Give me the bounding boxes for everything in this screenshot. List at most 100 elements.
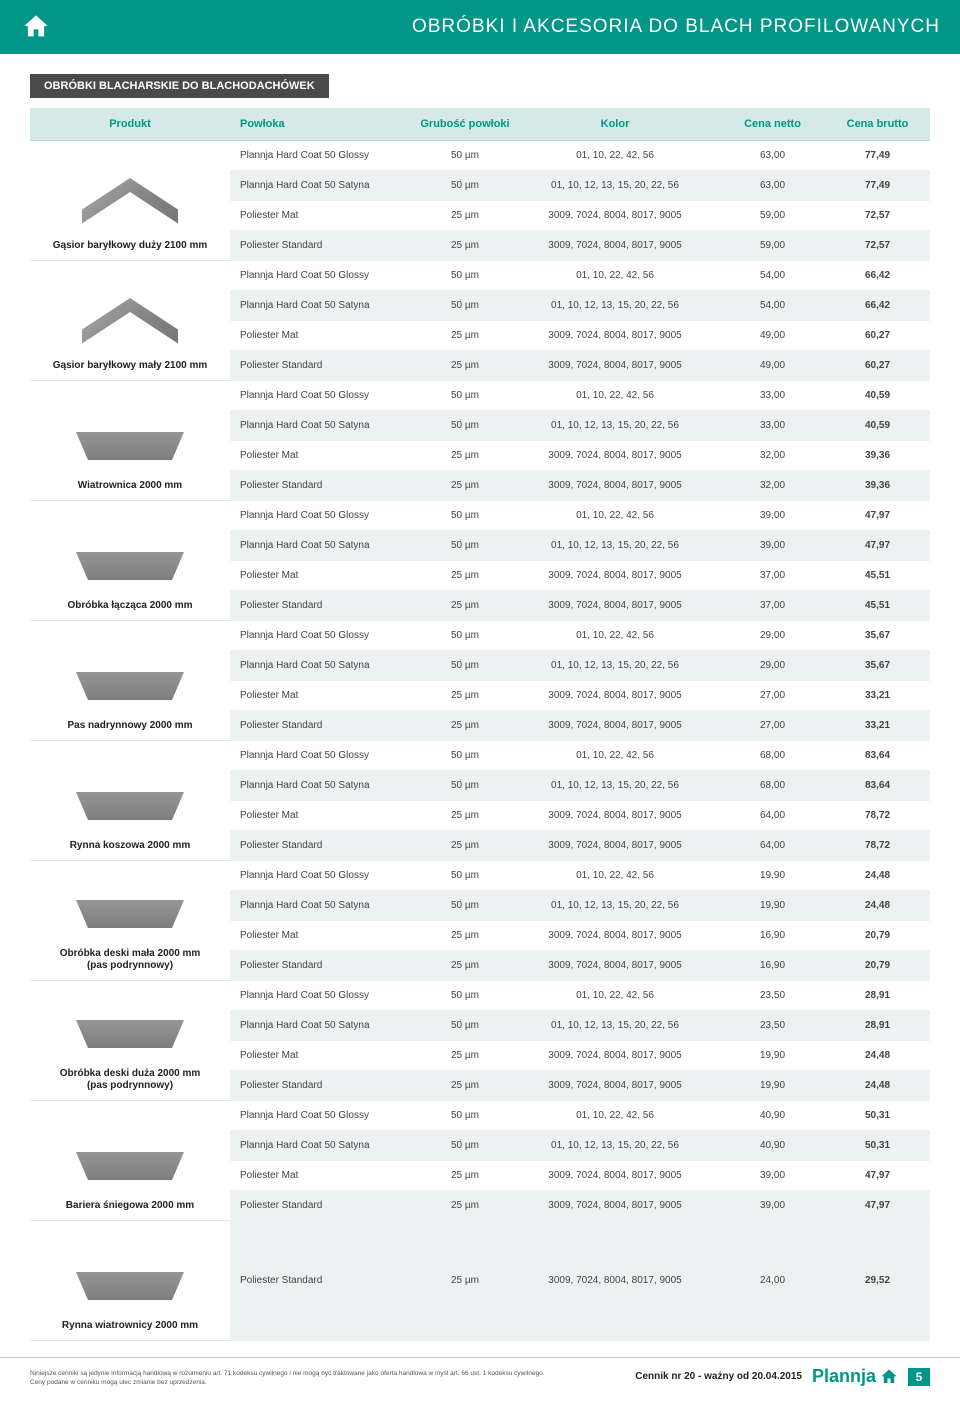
product-cell: Pas nadrynnowy 2000 mm [30,621,230,741]
cell-gross-price: 39,36 [825,450,930,461]
product-label: Wiatrownica 2000 mm [78,480,182,492]
variant-rows: Plannja Hard Coat 50 Glossy50 µm01, 10, … [230,381,930,501]
cell-gross-price: 50,31 [825,1140,930,1151]
cell-gross-price: 50,31 [825,1110,930,1121]
cell-thickness: 50 µm [420,660,510,671]
price-row: Plannja Hard Coat 50 Glossy50 µm01, 10, … [230,1101,930,1131]
variant-rows: Plannja Hard Coat 50 Glossy 50 µm01, 10, … [230,141,930,261]
cell-thickness: 50 µm [420,990,510,1001]
product-thumbnail [70,872,190,942]
cell-coating: Poliester Mat [230,930,420,941]
cell-colors: 01, 10, 12, 13, 15, 20, 22, 56 [510,420,720,431]
cell-coating: Plannja Hard Coat 50 Glossy [230,150,420,161]
cell-coating: Poliester Standard [230,360,420,371]
cell-net-price: 64,00 [720,810,825,821]
product-thumbnail [70,164,190,234]
brand-house-icon [880,1368,898,1386]
cell-thickness: 25 µm [420,240,510,251]
cell-colors: 01, 10, 12, 13, 15, 20, 22, 56 [510,180,720,191]
cell-thickness: 50 µm [420,540,510,551]
cell-thickness: 25 µm [420,1275,510,1286]
price-row: Poliester Mat25 µm3009, 7024, 8004, 8017… [230,801,930,831]
cell-gross-price: 29,52 [825,1275,930,1286]
cell-coating: Poliester Standard [230,480,420,491]
cell-coating: Plannja Hard Coat 50 Glossy [230,630,420,641]
price-row: Plannja Hard Coat 50 Satyna50 µm01, 10, … [230,411,930,441]
product-cell: Bariera śniegowa 2000 mm [30,1101,230,1221]
cell-gross-price: 45,51 [825,600,930,611]
cell-net-price: 39,00 [720,540,825,551]
cell-colors: 01, 10, 22, 42, 56 [510,630,720,641]
cell-coating: Poliester Mat [230,1050,420,1061]
cell-thickness: 50 µm [420,420,510,431]
price-row: Plannja Hard Coat 50 Satyna50 µm01, 10, … [230,291,930,321]
cell-net-price: 23,50 [720,1020,825,1031]
product-block: Bariera śniegowa 2000 mm Plannja Hard Coa… [30,1101,930,1221]
cell-colors: 3009, 7024, 8004, 8017, 9005 [510,240,720,251]
cell-thickness: 50 µm [420,270,510,281]
product-block: Pas nadrynnowy 2000 mm Plannja Hard Coat … [30,621,930,741]
product-thumbnail [70,992,190,1062]
product-cell: Wiatrownica 2000 mm [30,381,230,501]
disclaimer-line-2: Ceny podane w cenniku mogą ulec zmianie … [30,1379,544,1387]
price-row: Plannja Hard Coat 50 Satyna50 µm01, 10, … [230,171,930,201]
cell-thickness: 25 µm [420,840,510,851]
price-row: Plannja Hard Coat 50 Glossy50 µm01, 10, … [230,981,930,1011]
cell-thickness: 25 µm [420,480,510,491]
price-row: Poliester Mat25 µm3009, 7024, 8004, 8017… [230,1041,930,1071]
variant-rows: Poliester Standard25 µm3009, 7024, 8004,… [230,1221,930,1341]
disclaimer-line-1: Niniejsze cenniki są jedynie informacją … [30,1370,544,1378]
cell-colors: 01, 10, 22, 42, 56 [510,990,720,1001]
product-label: Pas nadrynnowy 2000 mm [67,720,192,732]
cell-thickness: 50 µm [420,300,510,311]
cell-coating: Plannja Hard Coat 50 Satyna [230,540,420,551]
cell-net-price: 32,00 [720,480,825,491]
cell-gross-price: 39,36 [825,480,930,491]
cell-thickness: 50 µm [420,180,510,191]
cell-colors: 3009, 7024, 8004, 8017, 9005 [510,1050,720,1061]
product-label: Bariera śniegowa 2000 mm [66,1200,194,1212]
product-block: Obróbka deski mała 2000 mm(pas podrynnow… [30,861,930,981]
cell-coating: Poliester Mat [230,1170,420,1181]
cell-coating: Poliester Standard [230,1080,420,1091]
price-row: Plannja Hard Coat 50 Glossy50 µm01, 10, … [230,741,930,771]
cell-net-price: 39,00 [720,1170,825,1181]
cell-net-price: 19,90 [720,870,825,881]
cell-coating: Plannja Hard Coat 50 Glossy [230,990,420,1001]
product-block: Wiatrownica 2000 mm Plannja Hard Coat 50 … [30,381,930,501]
cell-coating: Plannja Hard Coat 50 Satyna [230,180,420,191]
product-label: Obróbka łącząca 2000 mm [67,600,192,612]
cell-thickness: 50 µm [420,870,510,881]
cell-gross-price: 33,21 [825,690,930,701]
price-row: Plannja Hard Coat 50 Satyna50 µm01, 10, … [230,771,930,801]
cell-thickness: 25 µm [420,1200,510,1211]
cell-thickness: 25 µm [420,330,510,341]
cell-coating: Plannja Hard Coat 50 Satyna [230,660,420,671]
cell-coating: Poliester Standard [230,1200,420,1211]
product-block: Gąsior baryłkowy duży 2100 mmPlannja Har… [30,141,930,261]
product-cell: Rynna wiatrownicy 2000 mm [30,1221,230,1341]
table-header-row: Produkt Powłoka Grubość powłoki Kolor Ce… [30,108,930,141]
cell-gross-price: 47,97 [825,510,930,521]
price-row: Poliester Mat25 µm3009, 7024, 8004, 8017… [230,921,930,951]
cell-gross-price: 40,59 [825,420,930,431]
cell-net-price: 37,00 [720,600,825,611]
cell-coating: Plannja Hard Coat 50 Glossy [230,270,420,281]
cell-net-price: 39,00 [720,1200,825,1211]
cell-gross-price: 24,48 [825,1080,930,1091]
cell-gross-price: 45,51 [825,570,930,581]
product-label: Rynna koszowa 2000 mm [70,840,191,852]
house-logo-icon [20,11,52,43]
col-header-produkt: Produkt [30,118,230,130]
cell-gross-price: 77,49 [825,180,930,191]
cell-gross-price: 83,64 [825,750,930,761]
cell-thickness: 50 µm [420,780,510,791]
cell-thickness: 25 µm [420,690,510,701]
cell-net-price: 32,00 [720,450,825,461]
cell-colors: 01, 10, 12, 13, 15, 20, 22, 56 [510,660,720,671]
cell-net-price: 49,00 [720,330,825,341]
cell-coating: Poliester Mat [230,450,420,461]
cell-coating: Poliester Mat [230,330,420,341]
cell-colors: 01, 10, 12, 13, 15, 20, 22, 56 [510,1020,720,1031]
cell-gross-price: 72,57 [825,210,930,221]
